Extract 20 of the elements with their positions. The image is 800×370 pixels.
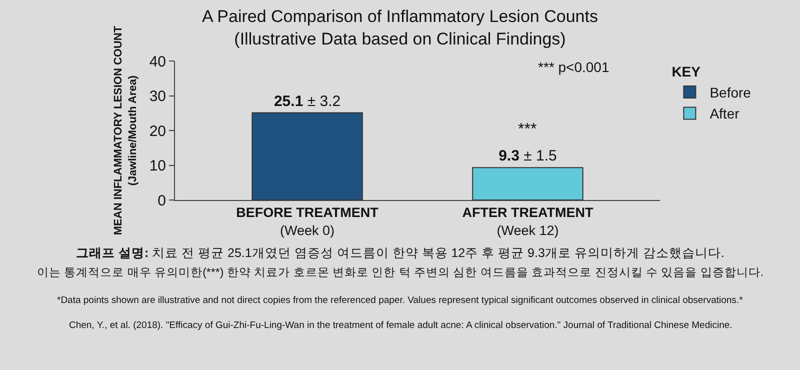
y-axis-title: MEAN INFLAMMATORY LESION COUNT (Jawline/Mouth Area) <box>112 26 139 236</box>
x-tick-label: AFTER TREATMENT (Week 12) <box>462 205 594 238</box>
chart-title: A Paired Comparison of Inflammatory Lesion Counts (Illustrative Data based on Clinical Findings) <box>202 7 598 48</box>
data-label: 9.3 ± 1.5 <box>498 148 557 165</box>
y-tick-label: 10 <box>149 158 166 174</box>
legend-title: KEY <box>672 63 702 80</box>
legend-label: Before <box>710 84 752 100</box>
x-tick-label: BEFORE TREATMENT (Week 0) <box>236 205 380 238</box>
text: *Data points shown are illustrative and not direct copies from the referenced paper. Values represent typical significant outcomes observed in clinical observations.* <box>57 295 744 306</box>
text: 그래프 설명: 치료 전 평균 25.1개였던 염증성 여드름이 한약 복용 12주 후 평균 9.3개로 유의미하게 감소했습니다. <box>76 246 724 260</box>
y-tick-label: 40 <box>149 53 166 70</box>
y-tick-label: 20 <box>149 122 166 140</box>
text: Chen, Y., et al. (2018). "Efficacy of Gui-Zhi-Fu-Ling-Wan in the treatment of female adult acne: A clinical observation." Journal of Traditional Chinese Medicine. <box>69 320 732 331</box>
data-label: 25.1 ± 3.2 <box>274 92 341 110</box>
y-tick-label: 0 <box>158 192 166 210</box>
annotation: *** <box>518 121 537 138</box>
y-tick-label: 30 <box>149 88 166 105</box>
annotation: *** p<0.001 <box>538 59 610 75</box>
legend-label: After <box>710 106 740 122</box>
text: 이는 통계적으로 매우 유의미한(***) 한약 치료가 호르몬 변화로 인한 턱 주변의 심한 여드름을 효과적으로 진정시킬 수 있음을 입증합니다. <box>37 267 764 279</box>
